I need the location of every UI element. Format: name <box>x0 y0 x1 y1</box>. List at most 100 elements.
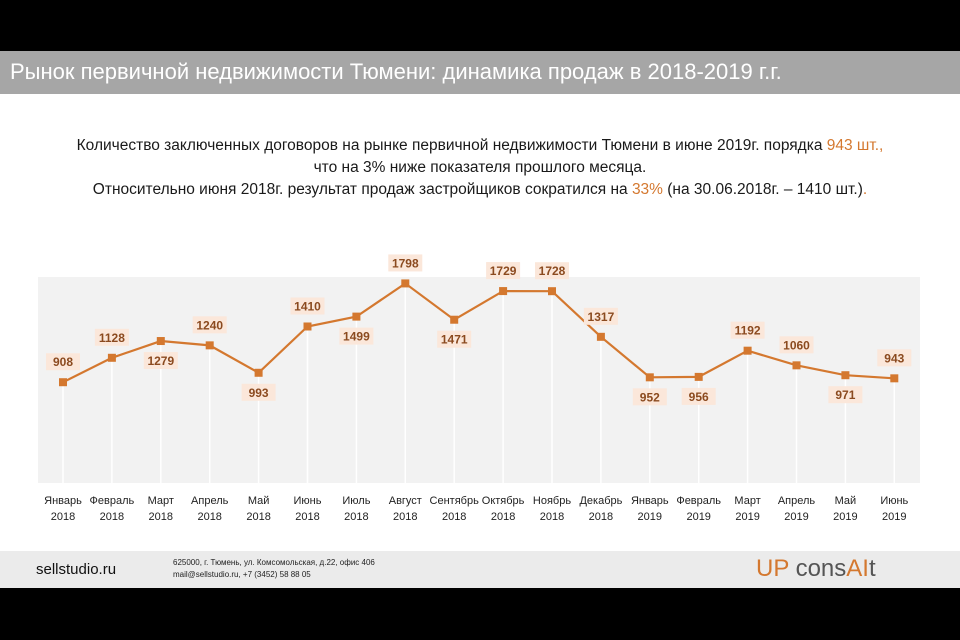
data-point <box>743 346 752 355</box>
data-label-bg <box>241 383 276 401</box>
footer: sellstudio.ru 625000, г. Тюмень, ул. Ком… <box>0 551 960 588</box>
x-tick-label-year: 2018 <box>344 511 368 523</box>
x-tick-label-month: Декабрь <box>579 495 622 507</box>
sales-line-chart: 908 1128 1279 1240 993 1410 1499 1798 1471 1729 17… <box>38 254 920 523</box>
x-tick-label-month: Март <box>734 495 760 507</box>
x-tick-label-month: Март <box>148 495 174 507</box>
x-tick-label-month: Апрель <box>191 495 229 507</box>
data-label-bg <box>143 352 178 370</box>
data-point <box>890 374 899 383</box>
company-logo: UP consAIt <box>756 555 876 583</box>
data-label: 1060 <box>783 338 810 352</box>
data-label: 1410 <box>294 299 321 313</box>
footer-site[interactable]: sellstudio.ru <box>36 561 117 578</box>
subtitle-line-1: Количество заключенных договоров на рынк… <box>0 135 960 157</box>
data-point <box>548 287 556 296</box>
logo-cons: cons <box>788 555 847 582</box>
data-point <box>792 361 801 370</box>
logo-ai: AI <box>846 555 869 582</box>
data-label-bg <box>632 388 667 406</box>
data-point <box>156 337 165 346</box>
subtitle-line-3-end: . <box>862 181 868 198</box>
data-label: 908 <box>53 355 73 369</box>
x-tick-label-month: Ноябрь <box>533 495 571 507</box>
data-label-bg <box>583 307 618 325</box>
data-label-bg <box>779 336 814 354</box>
data-label: 952 <box>640 390 660 404</box>
x-tick-label-year: 2018 <box>149 511 173 523</box>
data-label: 1240 <box>196 318 223 332</box>
page-title: Рынок первичной недвижимости Тюмени: дин… <box>10 59 782 84</box>
data-label-bg <box>681 387 716 405</box>
x-tick-label-year: 2018 <box>540 511 564 523</box>
x-tick-label-year: 2018 <box>51 511 75 523</box>
x-tick-label-month: Февраль <box>90 495 135 507</box>
x-tick-label-month: Май <box>835 495 857 507</box>
data-label-bg <box>192 316 227 334</box>
data-label-bg <box>290 297 325 315</box>
x-tick-label-year: 2019 <box>735 511 759 523</box>
chart-container: 908 1128 1279 1240 993 1410 1499 1798 1471 1729 17… <box>0 51 960 588</box>
x-tick-label-year: 2019 <box>686 511 710 523</box>
data-label-bg <box>94 328 129 346</box>
logo-up: UP <box>756 555 789 582</box>
x-tick-label-month: Февраль <box>676 495 721 507</box>
subtitle-highlight-percent: 33% <box>631 181 663 198</box>
data-label: 993 <box>249 386 269 400</box>
data-label: 1317 <box>588 310 615 324</box>
x-tick-label-month: Сентябрь <box>430 495 480 507</box>
data-label-bg <box>730 321 765 339</box>
plot-area <box>38 277 920 483</box>
data-label-bg <box>437 330 472 348</box>
data-point <box>596 332 605 341</box>
data-point <box>303 322 312 331</box>
x-tick-label-year: 2019 <box>882 511 906 523</box>
data-label-bg <box>46 353 80 371</box>
series-line <box>62 282 895 384</box>
subtitle-line-1-text: Количество заключенных договоров на рынк… <box>76 137 827 154</box>
data-label: 1192 <box>735 324 761 338</box>
data-point <box>205 341 214 350</box>
subtitle: Количество заключенных договоров на рынк… <box>0 135 960 201</box>
data-label-bg <box>828 386 863 404</box>
data-label-bg <box>388 254 423 272</box>
subtitle-line-3-text: Относительно июня 2018г. результат прода… <box>92 181 632 198</box>
data-label-bg <box>535 262 569 280</box>
data-point <box>450 315 459 324</box>
data-label: 1499 <box>343 330 370 344</box>
footer-address: 625000, г. Тюмень, ул. Комсомольская, д.… <box>173 557 375 581</box>
x-tick-label-year: 2019 <box>638 511 662 523</box>
data-label-bg <box>877 349 912 367</box>
x-tick-label-month: Январь <box>44 495 82 507</box>
x-tick-label-year: 2018 <box>589 511 613 523</box>
data-point <box>352 312 361 321</box>
data-label: 1728 <box>539 264 566 278</box>
x-tick-label-month: Апрель <box>778 495 816 507</box>
x-tick-label-year: 2018 <box>491 511 515 523</box>
x-tick-label-year: 2018 <box>246 511 270 523</box>
x-tick-label-month: Июнь <box>294 495 322 507</box>
x-tick-label-month: Январь <box>631 495 669 507</box>
data-label: 1798 <box>392 256 419 270</box>
data-label: 1729 <box>490 264 517 278</box>
data-label: 943 <box>884 351 904 365</box>
data-point <box>841 371 850 380</box>
subtitle-line-2: что на 3% ниже показателя прошлого месяц… <box>313 159 647 176</box>
x-tick-label-year: 2019 <box>784 511 808 523</box>
x-tick-label-year: 2018 <box>393 511 417 523</box>
x-tick-label-month: Август <box>389 495 422 507</box>
subtitle-highlight-count: 943 шт., <box>826 137 884 154</box>
data-point <box>401 279 410 288</box>
footer-address-line-1: 625000, г. Тюмень, ул. Комсомольская, д.… <box>173 558 375 567</box>
title-bar: Рынок первичной недвижимости Тюмени: дин… <box>0 51 960 94</box>
x-tick-label-year: 2018 <box>295 511 319 523</box>
data-label-bg <box>339 327 374 345</box>
x-tick-label-year: 2018 <box>100 511 124 523</box>
data-point <box>254 368 263 377</box>
data-label: 1128 <box>99 331 125 345</box>
slide: Рынок первичной недвижимости Тюмени: дин… <box>0 51 960 588</box>
data-label-bg <box>486 262 521 280</box>
x-tick-label-year: 2018 <box>197 511 221 523</box>
data-point <box>694 372 703 381</box>
subtitle-line-3-tail: (на 30.06.2018г. – 1410 шт.) <box>662 181 863 198</box>
